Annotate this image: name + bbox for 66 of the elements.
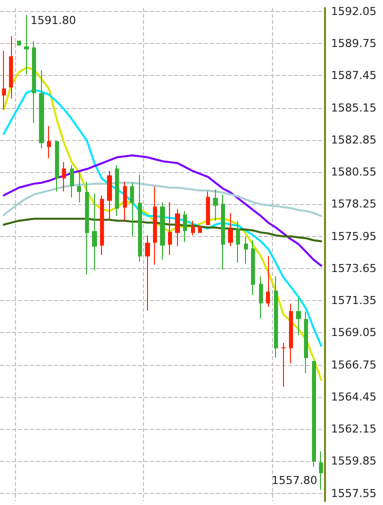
candlestick — [107, 170, 112, 220]
line-series — [2, 88, 322, 347]
line-series — [2, 182, 322, 217]
candlestick — [24, 14, 29, 75]
y-tick-label: 1557.55 — [331, 486, 376, 500]
y-tick-label: 1559.85 — [331, 454, 376, 468]
y-tick-label: 1587.45 — [331, 69, 376, 82]
line-series — [2, 154, 322, 267]
candlestick — [206, 191, 210, 226]
annotation: 1591.80 — [30, 14, 76, 27]
candlestick — [153, 186, 157, 266]
candlestick — [115, 164, 119, 216]
candlestick — [47, 126, 51, 159]
candlestick — [228, 212, 233, 247]
candlestick — [32, 40, 36, 124]
candlestick — [312, 360, 316, 468]
candlestick — [2, 50, 6, 110]
y-tick-label: 1585.15 — [331, 101, 376, 114]
y-tick-label: 1580.55 — [331, 166, 376, 179]
y-tick-label: 1589.75 — [331, 37, 376, 50]
candlestick — [221, 194, 225, 270]
candlestick — [296, 297, 301, 336]
candlestick — [266, 255, 270, 308]
candlestick — [213, 189, 218, 222]
candlestick — [160, 202, 165, 260]
candlestick — [145, 234, 150, 312]
y-tick-label: 1578.25 — [331, 198, 376, 211]
candlestick — [198, 226, 202, 233]
line-series — [2, 66, 322, 381]
candlestick — [175, 208, 180, 247]
candlestick — [168, 202, 172, 256]
candlestick — [183, 210, 187, 243]
candlestick — [70, 164, 74, 198]
candlestick — [274, 276, 278, 358]
annotation: 1557.80 — [272, 474, 318, 487]
candlestick — [236, 220, 240, 264]
candlestick — [281, 342, 286, 388]
y-tick-label: 1592.05 — [331, 4, 376, 18]
candlestick — [251, 240, 255, 296]
y-tick-label: 1566.75 — [331, 358, 376, 372]
candlestick — [39, 70, 44, 149]
y-tick-label: 1582.85 — [331, 133, 376, 146]
y-tick-label: 1564.45 — [331, 390, 376, 404]
line-series — [2, 218, 322, 242]
y-tick-label: 1575.95 — [331, 230, 376, 243]
candlestick — [77, 171, 81, 203]
candlestick — [17, 40, 21, 46]
candlestick — [244, 236, 248, 264]
y-tick-label: 1571.35 — [331, 294, 376, 308]
candlestick — [319, 450, 323, 490]
y-tick-label: 1562.15 — [331, 422, 376, 436]
candlestick — [123, 181, 127, 222]
candlestick — [191, 220, 195, 236]
candlestick — [259, 276, 263, 319]
candlestick — [62, 162, 66, 192]
candlestick — [55, 141, 59, 192]
candlestick — [289, 303, 293, 364]
candlestick — [85, 181, 89, 275]
candlestick — [304, 311, 308, 374]
candlestick — [92, 192, 97, 272]
candlestick — [9, 36, 13, 100]
candlestick — [130, 182, 134, 237]
candlestick — [138, 174, 142, 262]
y-tick-label: 1573.65 — [331, 262, 376, 275]
y-tick-label: 1569.05 — [331, 326, 376, 340]
candlestick — [100, 194, 104, 256]
